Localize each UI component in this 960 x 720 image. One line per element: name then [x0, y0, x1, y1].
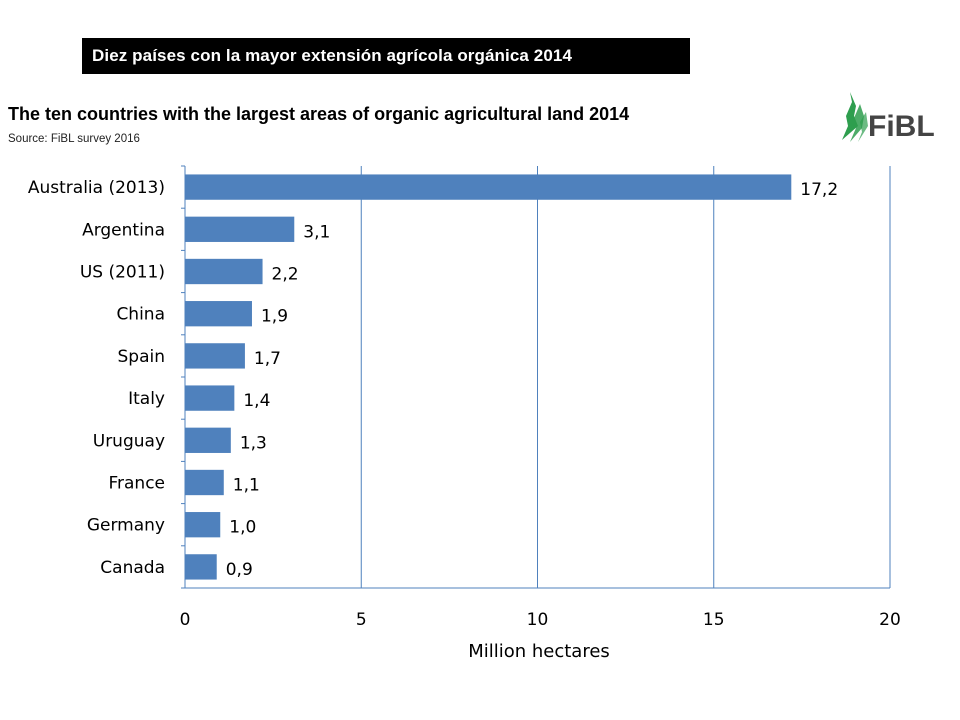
bar — [185, 512, 221, 538]
value-label: 0,9 — [226, 560, 253, 580]
category-label: Australia (2013) — [28, 178, 165, 198]
value-label: 17,2 — [800, 180, 838, 200]
value-label: 1,1 — [233, 476, 260, 496]
category-label: Germany — [87, 516, 165, 536]
bar — [185, 343, 245, 369]
bar — [185, 554, 217, 580]
category-label: Argentina — [82, 220, 165, 240]
x-tick-label: 15 — [703, 610, 725, 630]
category-label: France — [108, 474, 165, 494]
x-tick-label: 10 — [527, 610, 549, 630]
value-label: 1,0 — [229, 518, 256, 538]
category-label: Canada — [100, 558, 165, 578]
bar — [185, 301, 252, 327]
category-label: Italy — [128, 389, 165, 409]
x-axis-label: Million hectares — [468, 641, 610, 662]
value-label: 1,3 — [240, 433, 267, 453]
value-label: 1,7 — [254, 349, 281, 369]
value-label: 1,4 — [243, 391, 270, 411]
bar — [185, 216, 295, 242]
value-label: 2,2 — [272, 265, 299, 285]
x-tick-label: 5 — [356, 610, 367, 630]
fibl-logo-text: FiBL — [868, 110, 935, 143]
bar — [185, 174, 792, 200]
category-label: Uruguay — [93, 431, 165, 451]
chart-title: The ten countries with the largest areas… — [8, 104, 630, 124]
fibl-logo: FiBL — [842, 92, 935, 143]
value-label: 1,9 — [261, 307, 288, 327]
category-label: US (2011) — [80, 263, 165, 283]
x-tick-label: 0 — [180, 610, 191, 630]
bar — [185, 469, 224, 496]
value-label: 3,1 — [303, 222, 330, 242]
fibl-leaf-icon — [842, 92, 868, 142]
chart-source: Source: FiBL survey 2016 — [8, 133, 140, 145]
bar — [185, 427, 231, 453]
bar — [185, 385, 235, 411]
banner-title: Diez países con la mayor extensión agríc… — [82, 38, 690, 74]
x-tick-label: 20 — [879, 610, 901, 630]
category-label: Spain — [118, 347, 166, 367]
bars — [185, 174, 792, 580]
bar — [185, 258, 263, 285]
labels: 0 5 10 15 20 Australia (2013) 17,2 Argentina 3,1… — [28, 178, 901, 630]
category-label: China — [116, 305, 165, 325]
